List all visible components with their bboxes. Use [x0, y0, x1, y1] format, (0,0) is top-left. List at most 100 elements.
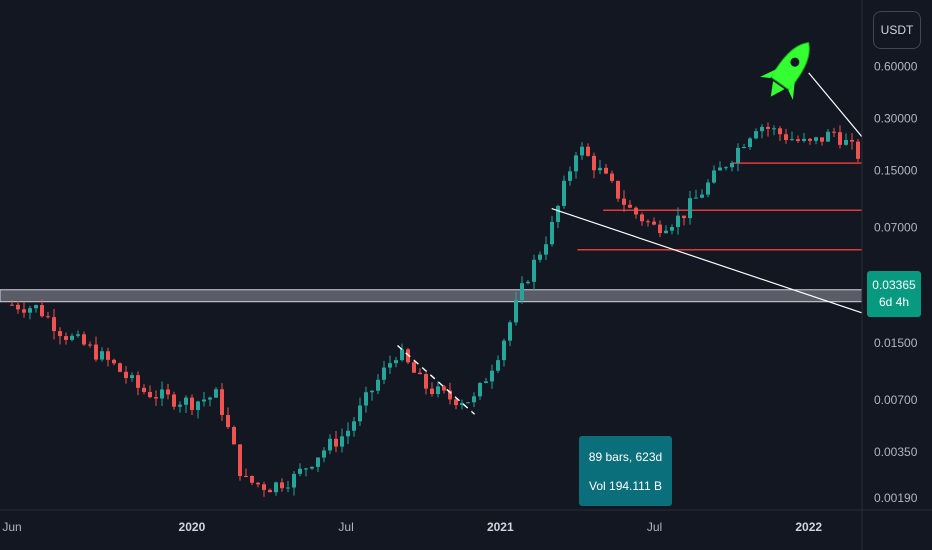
candle-body: [616, 180, 620, 199]
candle-body: [574, 155, 578, 172]
candle-body: [238, 444, 242, 476]
current-price: 0.03365: [872, 278, 916, 292]
candle-body: [682, 215, 686, 219]
measurement-bars: 89 bars, 623d: [588, 449, 663, 464]
candle-body: [202, 399, 206, 402]
candle-body: [424, 374, 428, 389]
candle-body: [448, 390, 452, 400]
candle-body: [532, 259, 536, 282]
candle-body: [412, 362, 416, 373]
candle-body: [658, 224, 662, 234]
candle-body: [784, 134, 788, 141]
candle-body: [148, 391, 152, 398]
candle-body: [358, 405, 362, 422]
candle-body: [196, 401, 200, 410]
candle-body: [742, 147, 746, 149]
y-tick-label: 0.00190: [874, 491, 918, 505]
x-tick-label: Jun: [2, 520, 21, 534]
candle-body: [376, 379, 380, 391]
candle-body: [814, 137, 818, 141]
candle-body: [592, 155, 596, 171]
plot-area[interactable]: [0, 72, 932, 497]
candle-body: [220, 389, 224, 415]
candle-body: [112, 359, 116, 364]
candle-body: [310, 466, 314, 469]
candle-body: [826, 131, 830, 142]
candle-body: [712, 170, 716, 183]
candle-body: [688, 198, 692, 219]
rocket-icon: [760, 41, 810, 100]
candle-body: [706, 182, 710, 195]
candle-body: [364, 392, 368, 406]
candle-body: [730, 162, 734, 168]
candle-body: [76, 334, 80, 336]
candle-body: [478, 382, 482, 397]
candle-body: [346, 430, 350, 437]
candle-body: [208, 397, 212, 400]
currency-button[interactable]: USDT: [873, 11, 921, 49]
candle-body: [328, 438, 332, 451]
candle-body: [250, 475, 254, 483]
candle-body: [586, 146, 590, 156]
resistance-levels: [577, 162, 862, 251]
candle-body: [124, 371, 128, 379]
y-tick-label: 0.07000: [874, 220, 918, 234]
candle-body: [754, 131, 758, 139]
candle-countdown: 6d 4h: [878, 295, 910, 309]
candle-body: [622, 198, 626, 205]
time-axis[interactable]: Jun2020Jul2021Jul2022Jul2023Jul2024Jul: [2, 520, 932, 534]
candle-body: [274, 482, 278, 493]
x-tick-label: 2020: [179, 520, 206, 534]
candle-body: [244, 475, 248, 477]
candle-body: [442, 386, 446, 391]
candle-body: [52, 317, 56, 332]
candle-body: [460, 402, 464, 406]
currency-label: USDT: [880, 23, 914, 37]
candle-body: [502, 340, 506, 361]
candle-body: [34, 305, 38, 309]
candle-body: [16, 304, 20, 310]
candle-body: [604, 167, 608, 174]
candle-body: [46, 316, 50, 318]
candle-body: [598, 167, 602, 171]
candle-body: [550, 221, 554, 245]
x-tick-label: 2022: [795, 520, 822, 534]
candle-body: [916, 251, 920, 262]
candle-body: [334, 438, 338, 447]
candle-body: [580, 146, 584, 156]
candle-body: [796, 139, 800, 141]
measurement-tooltip: 89 bars, 623d Vol 194.111 B: [579, 436, 672, 506]
candle-body: [508, 322, 512, 341]
candle-body: [190, 397, 194, 410]
candle-body: [232, 427, 236, 445]
candle-body: [760, 126, 764, 132]
candle-body: [634, 207, 638, 215]
candle-body: [808, 138, 812, 141]
candle-body: [280, 482, 284, 489]
candle-body: [928, 279, 932, 281]
candle-body: [226, 414, 230, 428]
candle-body: [820, 137, 824, 142]
candle-body: [718, 167, 722, 171]
candle-body: [436, 386, 440, 394]
candle-body: [40, 305, 44, 317]
candle-body: [664, 230, 668, 234]
candle-body: [856, 141, 860, 159]
candle-body: [724, 167, 728, 169]
candle-body: [214, 389, 218, 398]
candle-body: [100, 351, 104, 360]
candle-body: [172, 394, 176, 407]
candle-body: [160, 389, 164, 399]
candle-body: [370, 390, 374, 393]
price-axis[interactable]: 0.60000 0.30000 0.15000 0.07000 0.01500 0.007…: [874, 59, 918, 505]
candle-body: [844, 139, 848, 145]
y-tick-label: 0.60000: [874, 59, 918, 73]
candle-body: [838, 132, 842, 145]
candle-body: [304, 468, 308, 470]
y-tick-label: 0.15000: [874, 163, 918, 177]
candle-body: [94, 344, 98, 360]
candle-body: [850, 139, 854, 142]
candle-body: [670, 227, 674, 231]
current-price-label: 0.03365 6d 4h: [867, 271, 921, 317]
